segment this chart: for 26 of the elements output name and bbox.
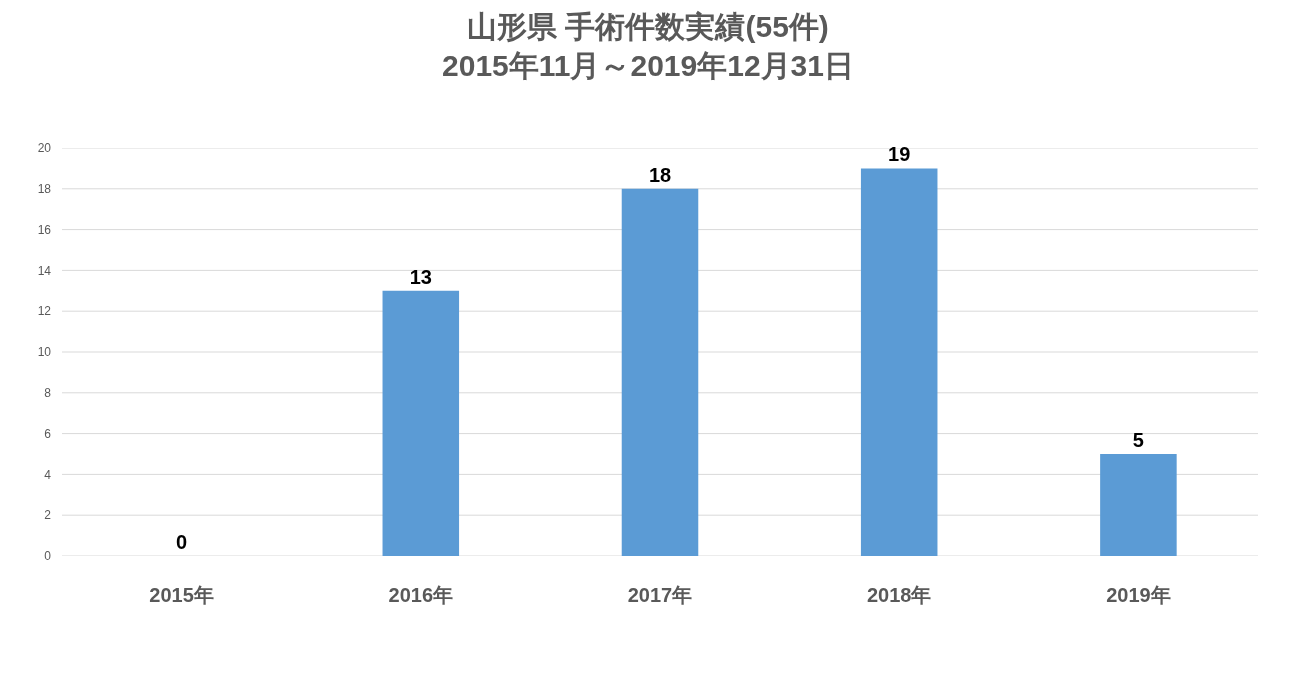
y-tick-label: 16: [37, 222, 52, 237]
y-tick-label: 2: [44, 508, 52, 523]
data-label: 18: [648, 163, 672, 186]
chart-title: 山形県 手術件数実績(55件) 2015年11月～2019年12月31日: [442, 10, 854, 83]
bar: [1100, 454, 1177, 556]
x-tick-label: 2018年: [866, 584, 932, 606]
y-tick-label: 0: [44, 549, 52, 564]
y-tick-label: 12: [37, 304, 52, 319]
bar: [382, 290, 460, 556]
x-tick-label: 2016年: [388, 584, 454, 606]
data-label: 19: [888, 143, 911, 166]
y-tick-label: 14: [37, 263, 52, 278]
y-tick-label: 10: [37, 345, 52, 360]
y-tick-label: 6: [44, 426, 52, 441]
bar: [860, 168, 938, 556]
bar: [621, 188, 699, 556]
data-label: 0: [176, 531, 188, 553]
data-label: 13: [409, 265, 432, 288]
x-tick-label: 2019年: [1106, 584, 1171, 606]
x-tick-label: 2017年: [627, 584, 693, 606]
x-tick-label: 2015年: [149, 584, 214, 606]
y-tick-label: 20: [37, 141, 52, 156]
data-label: 5: [1132, 429, 1144, 451]
y-tick-label: 18: [37, 182, 52, 196]
y-tick-label: 4: [44, 467, 52, 482]
y-tick-label: 8: [44, 386, 52, 400]
